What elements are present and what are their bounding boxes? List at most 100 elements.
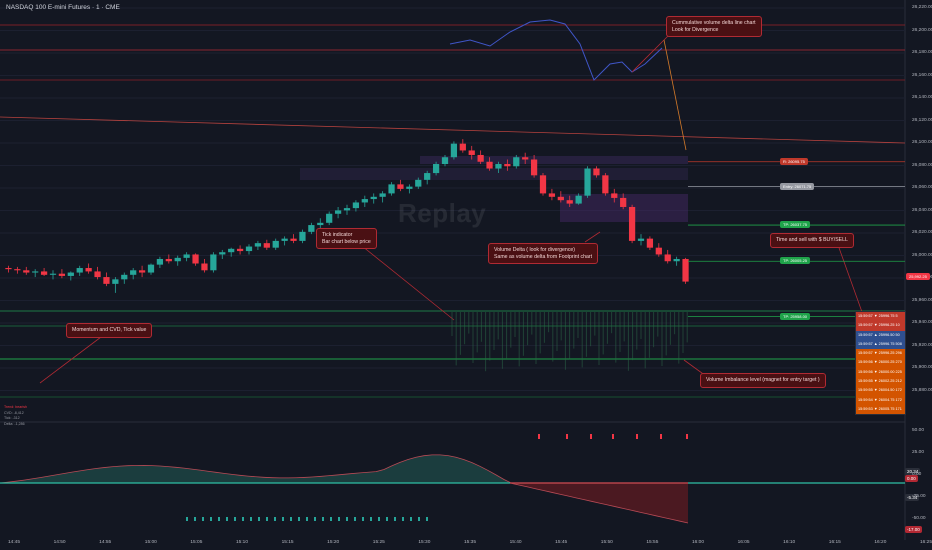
tick-marker: [386, 517, 388, 521]
indicator-y-tick: 50.00: [912, 428, 925, 433]
x-tick-label: 16:25: [919, 540, 932, 545]
candle-body: [317, 222, 324, 226]
x-tick-label: 16:10: [783, 540, 796, 545]
candle-body: [228, 248, 235, 253]
x-tick-label: 15:50: [600, 540, 613, 545]
candle-body: [76, 268, 83, 273]
tick-marker: [338, 517, 340, 521]
candle-body: [459, 143, 466, 151]
last-price-tag: 25,992.25: [906, 273, 930, 281]
y-tick-label: 26,220.00: [912, 5, 932, 10]
tick-marker: [346, 517, 348, 521]
y-tick-label: 26,000.00: [912, 252, 932, 258]
x-tick-label: 15:45: [555, 540, 568, 545]
time-and-sales-panel[interactable]: 15:59:57 ▼ 25996.75 5 15:59:57 ▼ 25996.25…: [855, 311, 906, 416]
candle-body: [415, 179, 422, 187]
tick-marker: [186, 517, 188, 521]
candle-body: [566, 200, 573, 204]
x-tick-label: 15:30: [418, 540, 431, 545]
ts-row: 15:59:57 ▲ 25996.50 50: [856, 330, 905, 340]
x-tick-label: 15:55: [646, 540, 659, 545]
tick-marker: [660, 434, 662, 439]
y-tick-label: 26,060.00: [912, 185, 932, 190]
candle-body: [370, 196, 377, 200]
tick-marker: [418, 517, 420, 521]
candle-body: [272, 240, 279, 248]
y-tick-label: 25,960.00: [912, 297, 932, 303]
y-tick-label: 26,120.00: [912, 117, 932, 123]
candle-body: [575, 195, 582, 204]
candle-body: [147, 264, 155, 273]
value-zone: [420, 156, 688, 164]
candle-body: [441, 157, 449, 165]
candle-body: [682, 258, 689, 282]
candle-body: [326, 213, 333, 223]
tick-marker: [322, 517, 324, 521]
candle-body: [236, 248, 244, 252]
y-tick-label: 26,080.00: [912, 162, 932, 168]
y-tick-label: 26,140.00: [912, 95, 932, 100]
ts-row: 15:59:55 ▼ 26004.50 172: [856, 386, 905, 396]
x-tick-label: 16:15: [828, 540, 841, 545]
candle-body: [32, 271, 39, 273]
ts-row: 15:59:53 ▼ 26005.75 171: [856, 404, 905, 415]
x-tick-label: 14:45: [7, 540, 21, 545]
candle-body: [14, 269, 21, 271]
candle-body: [379, 193, 386, 197]
ts-row: 15:59:57 ▲ 25996.75 508: [856, 339, 905, 350]
candle-body: [165, 258, 172, 262]
tick-marker: [250, 517, 252, 521]
tick-marker: [258, 517, 260, 521]
tick-marker: [636, 434, 638, 439]
candle-body: [477, 154, 484, 162]
indicator-tag: -5.34: [905, 494, 920, 501]
y-tick-label: 26,200.00: [912, 27, 932, 33]
candle-body: [138, 270, 146, 273]
candle-body: [308, 225, 315, 232]
x-tick-label: 15:20: [327, 540, 340, 545]
candle-body: [299, 231, 306, 241]
indicator-tag: -17.00: [905, 526, 922, 533]
y-tick-label: 26,100.00: [912, 140, 932, 145]
candle-body: [486, 161, 493, 169]
indicator-y-tick: 25.00: [912, 450, 925, 455]
x-tick-label: 15:15: [281, 540, 294, 545]
y-tick-label: 26,160.00: [912, 72, 932, 78]
tick-marker: [242, 517, 244, 521]
candle-body: [584, 168, 591, 196]
tick-marker: [290, 517, 292, 521]
candle-body: [121, 274, 128, 280]
tick-marker: [234, 517, 236, 521]
tick-marker: [210, 517, 212, 521]
tick-marker: [686, 434, 688, 439]
callout-time-and-sales: Time and sell with $ BUY/SELL: [770, 233, 854, 248]
indicator-tag: 0.00: [905, 475, 918, 482]
x-tick-label: 15:05: [190, 540, 203, 545]
ts-row: 15:59:57 ▼ 25996.25 296: [856, 349, 905, 359]
candle-body: [432, 164, 440, 174]
candle-body: [673, 258, 680, 262]
candle-body: [406, 186, 413, 189]
candle-body: [450, 143, 458, 158]
level-tag: Entry: 26071.75: [780, 182, 815, 190]
callout-cvd: Cummulative volume delta line chart Look …: [666, 16, 762, 38]
x-tick-label: 15:40: [509, 540, 522, 545]
callout-connector: [837, 244, 863, 313]
candle-body: [646, 238, 654, 248]
candle-body: [664, 254, 671, 262]
tick-marker: [306, 517, 308, 521]
indicator-y-tick: -50.00: [912, 516, 926, 521]
mini-stat: CVD: -8,412: [4, 410, 24, 415]
replay-watermark: Replay: [398, 198, 487, 228]
tick-marker: [282, 517, 284, 521]
candle-body: [628, 206, 636, 241]
callout-momentum: Momentum and CVD, Tick value: [66, 323, 153, 338]
y-tick-label: 26,020.00: [912, 230, 932, 235]
x-tick-label: 16:05: [737, 540, 750, 545]
callout-imbalance: Volume Imbalance level (magnet for entry…: [700, 373, 826, 388]
candle-body: [263, 243, 270, 248]
candle-body: [468, 150, 475, 155]
candle-body: [245, 246, 253, 252]
x-tick-label: 15:00: [144, 540, 157, 545]
